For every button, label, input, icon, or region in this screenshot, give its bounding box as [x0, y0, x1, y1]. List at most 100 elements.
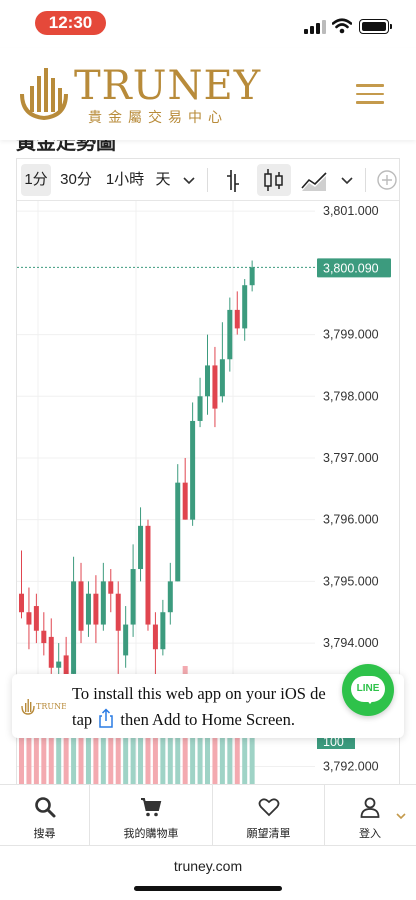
nav-login[interactable]: 登入 — [325, 785, 415, 845]
volume-bar — [138, 691, 144, 785]
add-indicator-icon[interactable] — [375, 164, 399, 196]
banner-logo-text: TRUNEY — [36, 702, 66, 711]
install-instruction-line1: To install this web app on your iOS de — [72, 684, 326, 703]
candle-body — [227, 309, 233, 360]
candle-body — [93, 593, 99, 625]
volume-bar — [152, 708, 158, 785]
share-icon — [99, 708, 114, 728]
logo-mark-icon — [20, 68, 68, 121]
volume-bar — [71, 717, 77, 785]
volume-bar — [78, 708, 84, 785]
candle-body — [249, 267, 255, 286]
nav-cart-label: 我的購物車 — [123, 828, 179, 840]
price-tick-label: 3,797.000 — [323, 451, 379, 465]
nav-cart[interactable]: 我的購物車 — [90, 785, 213, 845]
brand-subtitle: 貴金屬交易中心 — [88, 110, 228, 126]
install-instruction-rest: then Add to Home Screen. — [120, 710, 296, 729]
volume-bar — [167, 717, 173, 785]
interval-1min-button[interactable]: 1分 — [21, 164, 51, 196]
volume-bar — [212, 691, 218, 785]
candle-body — [219, 359, 225, 397]
status-bar: 12:30 — [0, 0, 416, 48]
interval-30min-button[interactable]: 30分 — [60, 171, 92, 188]
area-style-icon[interactable] — [299, 164, 329, 196]
bottom-navigation: 搜尋 我的購物車 願望清單 登入 — [0, 784, 416, 846]
nav-search-label: 搜尋 — [33, 828, 56, 840]
volume-bar — [234, 708, 240, 785]
volume-bar — [175, 708, 181, 785]
volume-bar — [41, 734, 47, 785]
candle-body — [19, 593, 24, 613]
toolbar-divider — [365, 168, 366, 192]
interval-day-button[interactable]: 天 — [155, 171, 171, 188]
chevron-down-icon[interactable] — [394, 809, 408, 823]
candle-body — [138, 525, 144, 570]
candle-body — [108, 581, 114, 594]
last-price-label: 3,800.090 — [323, 261, 379, 275]
chevron-down-icon[interactable] — [339, 164, 355, 196]
price-tick-label: 3,792.000 — [323, 759, 379, 773]
candle-body — [71, 581, 77, 674]
price-tick-label: 3,796.000 — [323, 513, 379, 527]
candle-body — [78, 581, 84, 631]
volume-bar — [85, 725, 91, 785]
candle-body — [234, 309, 240, 329]
candle-body — [26, 612, 32, 625]
interval-1hour-button[interactable]: 1小時 — [105, 171, 145, 188]
candle-body — [145, 525, 151, 625]
price-tick-label: 3,795.000 — [323, 574, 379, 588]
url-text: truney.com — [173, 858, 243, 874]
toolbar-divider — [207, 168, 208, 192]
nav-search[interactable]: 搜尋 — [0, 785, 90, 845]
site-header: TRUNEY 貴金屬交易中心 — [0, 48, 416, 140]
hamburger-icon[interactable] — [356, 84, 384, 104]
cart-icon — [141, 798, 162, 817]
bar-style-icon[interactable] — [221, 164, 249, 196]
candle-body — [100, 581, 106, 625]
line-chat-button[interactable]: LINE — [342, 664, 394, 716]
install-instruction-line2: tap then Add to Home Screen. — [72, 708, 295, 730]
home-indicator — [134, 886, 282, 891]
candle-body — [205, 365, 210, 397]
price-tick-label: 3,798.000 — [323, 389, 379, 403]
candle-body — [152, 624, 158, 650]
chevron-down-icon[interactable] — [181, 164, 197, 196]
candle-body — [242, 285, 248, 329]
candle-body — [33, 606, 39, 631]
chart-toolbar: 1分 30分 1小時 天 — [17, 159, 399, 201]
candle-body — [197, 396, 203, 421]
nav-wishlist-label: 願望清單 — [246, 828, 291, 840]
brand-logo[interactable]: TRUNEY 貴金屬交易中心 — [16, 62, 260, 126]
volume-bar — [93, 691, 99, 785]
volume-bar — [100, 717, 106, 785]
line-icon: LINE — [351, 676, 385, 704]
volume-bar — [242, 717, 248, 785]
volume-bar — [123, 717, 129, 785]
volume-bar — [63, 700, 69, 785]
install-web-app-banner[interactable]: TRUNEY To install this web app on your i… — [12, 674, 404, 738]
status-time: 12:30 — [35, 11, 106, 35]
browser-url-bar[interactable]: truney.com — [0, 846, 416, 900]
cellular-signal-icon — [304, 20, 326, 34]
candle-style-icon[interactable] — [257, 164, 291, 196]
candle-body — [56, 661, 62, 668]
nav-wishlist[interactable]: 願望清單 — [213, 785, 325, 845]
candle-body — [85, 593, 91, 625]
battery-icon — [359, 19, 392, 34]
banner-logo-icon: TRUNEY — [21, 699, 66, 715]
price-tick-label: 3,799.000 — [323, 328, 379, 342]
candle-body — [48, 636, 54, 668]
nav-login-label: 登入 — [359, 828, 381, 840]
volume-bar — [56, 725, 62, 785]
candle-body — [160, 612, 166, 650]
volume-bar — [48, 708, 54, 785]
volume-label: 100 — [323, 735, 344, 749]
wifi-icon — [332, 18, 352, 34]
user-icon — [360, 797, 380, 818]
candle-body — [115, 593, 121, 631]
volume-bar — [249, 700, 255, 785]
volume-bar — [197, 708, 203, 785]
candle-body — [167, 581, 173, 613]
price-tick-label: 3,801.000 — [323, 204, 379, 218]
